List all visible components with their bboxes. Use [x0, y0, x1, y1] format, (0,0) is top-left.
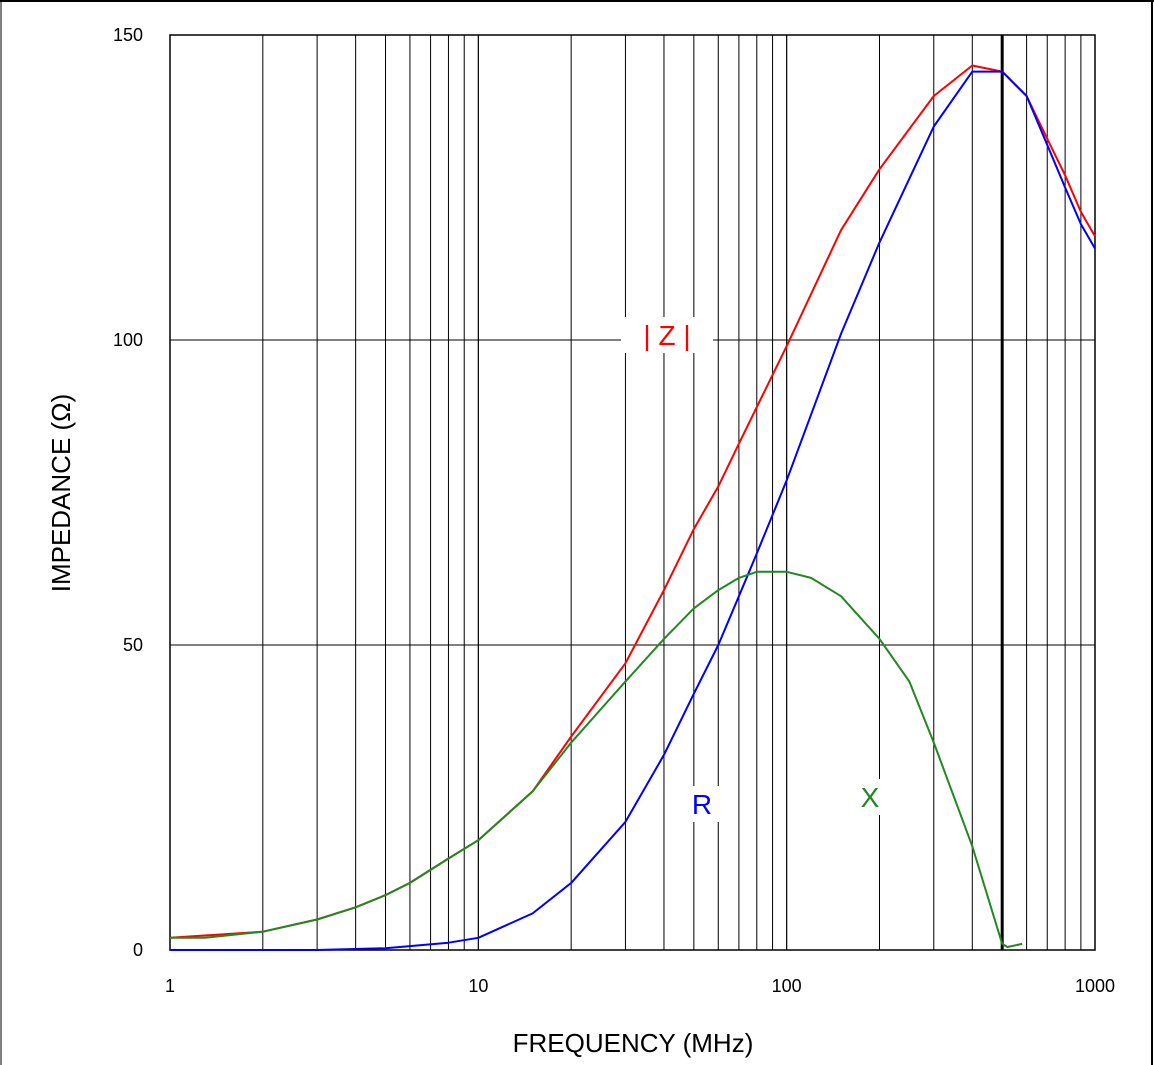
series-lines	[169, 64, 1096, 951]
series-label-bg	[853, 779, 887, 815]
y-tick-label: 150	[113, 25, 143, 45]
y-axis-title: IMPEDANCE (Ω)	[46, 394, 76, 593]
x-tick-labels: 1 10 100 1000	[165, 976, 1115, 996]
series-line-z	[169, 64, 1096, 939]
series-label-bg	[685, 786, 719, 822]
series-label-r: R	[692, 789, 712, 820]
x-tick-label: 1	[165, 976, 175, 996]
series-labels: | Z | R X	[621, 317, 887, 822]
series-line-x	[170, 570, 1023, 948]
y-tick-label: 100	[113, 330, 143, 350]
y-tick-label: 50	[123, 635, 143, 655]
y-tick-label: 0	[133, 940, 143, 960]
series-label-x: X	[861, 782, 880, 813]
x-tick-label: 1000	[1075, 976, 1115, 996]
plot-frame	[169, 34, 1096, 951]
x-axis-title: FREQUENCY (MHz)	[513, 1028, 754, 1058]
series-line-r	[170, 70, 1096, 951]
y-tick-labels: 0 50 100 150	[113, 25, 143, 960]
grid	[169, 34, 1096, 951]
x-tick-label: 100	[772, 976, 802, 996]
series-label-bg	[621, 317, 713, 353]
x-tick-label: 10	[468, 976, 488, 996]
series-label-z: | Z |	[643, 320, 690, 351]
